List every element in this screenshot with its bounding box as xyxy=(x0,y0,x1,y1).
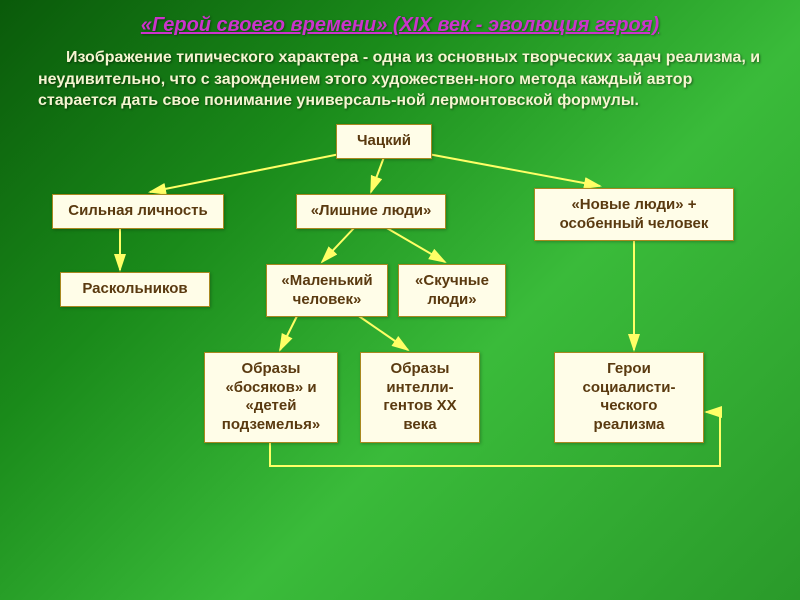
slide-title: «Герой своего времени» (XIX век - эволюц… xyxy=(0,0,800,43)
node-raskoln: Раскольников xyxy=(60,272,210,307)
node-strong: Сильная личность xyxy=(52,194,224,229)
hero-evolution-diagram: Чацкий Сильная личность «Лишние люди» «Н… xyxy=(0,124,800,544)
node-chatsky: Чацкий xyxy=(336,124,432,159)
diagram-arrows xyxy=(0,124,800,544)
node-small: «Маленький человек» xyxy=(266,264,388,318)
node-intell: Образы интелли-гентов XX века xyxy=(360,352,480,443)
node-bosyak: Образы «босяков» и «детей подземелья» xyxy=(204,352,338,443)
node-new: «Новые люди» + особенный человек xyxy=(534,188,734,242)
node-social: Герои социалисти-ческого реализма xyxy=(554,352,704,443)
slide-paragraph: Изображение типического характера - одна… xyxy=(0,43,800,124)
node-boring: «Скучные люди» xyxy=(398,264,506,318)
node-extra: «Лишние люди» xyxy=(296,194,446,229)
